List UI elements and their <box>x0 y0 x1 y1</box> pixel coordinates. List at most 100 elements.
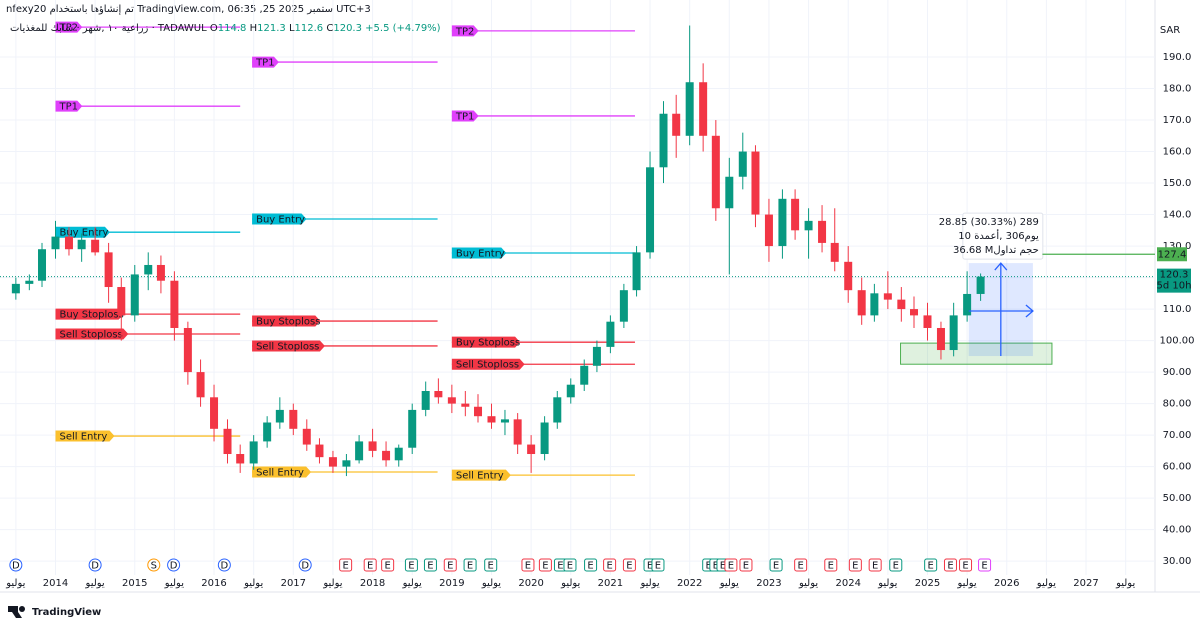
event-label: E <box>893 561 899 572</box>
level-label: Sell Stoploss <box>256 341 319 352</box>
event-label: E <box>342 561 348 572</box>
x-tick-label: يوليو <box>5 578 25 589</box>
x-tick-label: 2016 <box>201 578 226 589</box>
y-tick-label: 30.00 <box>1163 556 1192 567</box>
candle-body <box>738 151 747 177</box>
candle-body <box>818 220 827 243</box>
event-marker <box>794 558 808 572</box>
candle-body <box>791 198 800 231</box>
event-label: E <box>467 561 473 572</box>
level-tag <box>55 21 83 33</box>
level-label: Sell Stoploss <box>456 360 519 371</box>
event-label: D <box>220 561 228 572</box>
level-label: TP1 <box>255 58 275 69</box>
y-tick-label: 50.00 <box>1163 493 1192 504</box>
candle-body <box>117 287 126 316</box>
event-label: E <box>567 561 573 572</box>
x-tick-label: يوليو <box>164 578 184 589</box>
candle-body <box>315 444 324 458</box>
symbol-info: زراعية ١٠ ,شهر · سابك للمغذيات · TADAWUL… <box>10 23 441 34</box>
candle-body <box>408 409 417 448</box>
x-tick-label: يوليو <box>243 578 263 589</box>
event-label: E <box>947 561 953 572</box>
x-tick-label: 2022 <box>677 578 702 589</box>
y-tick-label: 110.0 <box>1163 304 1192 315</box>
event-marker <box>167 558 181 572</box>
candle-body <box>342 460 351 467</box>
x-tick-label: 2025 <box>915 578 940 589</box>
candle-body <box>223 428 232 455</box>
candle-body <box>540 422 549 455</box>
event-label: E <box>706 561 712 572</box>
symbol-part: +5.5 (+4.79%) <box>365 23 441 34</box>
y-tick-label: 70.00 <box>1163 430 1192 441</box>
candle-body <box>25 280 34 284</box>
candle-body <box>910 309 919 316</box>
level-label: Buy Stoploss <box>59 310 123 321</box>
event-marker <box>423 558 437 572</box>
price-badge <box>1157 268 1191 293</box>
y-tick-label: 150.0 <box>1163 178 1192 189</box>
level-tag <box>451 110 479 122</box>
x-tick-label: يوليو <box>798 578 818 589</box>
event-marker <box>622 558 636 572</box>
event-marker <box>943 558 957 572</box>
level-label: Buy Stoploss <box>256 317 320 328</box>
level-tag <box>451 358 525 370</box>
candle-body <box>606 321 615 347</box>
x-tick-label: 2019 <box>439 578 464 589</box>
candle-body <box>263 422 272 442</box>
y-tick-label: 170.0 <box>1163 115 1192 126</box>
event-marker <box>651 558 665 572</box>
level-label: Buy Stoploss <box>456 338 520 349</box>
x-tick-label: 2017 <box>281 578 306 589</box>
candle-body <box>183 327 192 373</box>
candle-body <box>527 444 536 455</box>
event-marker <box>824 558 838 572</box>
candle-body <box>421 391 430 410</box>
event-label: D <box>170 561 178 572</box>
x-tick-label: 2020 <box>518 578 543 589</box>
candle-body <box>289 409 298 429</box>
target-badge-label: 127.4 <box>1158 249 1187 260</box>
level-label: TP2 <box>58 23 78 34</box>
event-marker <box>724 558 738 572</box>
level-tag <box>451 25 479 37</box>
x-tick-label: 2021 <box>598 578 623 589</box>
candle-body <box>844 261 853 291</box>
y-tick-label: 140.0 <box>1163 210 1192 221</box>
candle-body <box>830 242 839 262</box>
event-marker <box>463 558 477 572</box>
x-tick-label: يوليو <box>402 578 422 589</box>
arrow-head <box>994 262 1008 271</box>
event-label: E <box>743 561 749 572</box>
event-label: E <box>488 561 494 572</box>
level-tag <box>451 247 507 259</box>
level-label: Buy Entry <box>256 214 305 225</box>
candle-body <box>897 299 906 310</box>
level-tag <box>252 340 325 352</box>
event-label: E <box>557 561 563 572</box>
event-marker <box>584 558 598 572</box>
event-label: D <box>301 561 309 572</box>
price-badge-label: 120.3 <box>1160 270 1189 281</box>
level-label: TP1 <box>455 111 475 122</box>
candle-body <box>355 441 364 461</box>
event-marker <box>9 558 23 572</box>
candle-body <box>156 264 165 281</box>
x-tick-label: 2014 <box>43 578 68 589</box>
event-label: E <box>981 561 987 572</box>
measure-text: 28.85 (30.33%) 289 <box>939 217 1039 228</box>
x-tick-label: يوليو <box>719 578 739 589</box>
candle-body <box>883 293 892 300</box>
header-credit: nfexy20 تم إنشاؤها باستخدام TradingView.… <box>6 4 371 15</box>
measure-text: 36.68 Mحجم تداول <box>953 245 1039 256</box>
event-label: E <box>852 561 858 572</box>
y-tick-label: 180.0 <box>1163 84 1192 95</box>
candle-body <box>580 365 589 385</box>
x-tick-label: يوليو <box>1036 578 1056 589</box>
event-marker <box>603 558 617 572</box>
event-marker <box>298 558 312 572</box>
level-label: Sell Entry <box>456 471 504 482</box>
candle-body <box>646 167 655 253</box>
